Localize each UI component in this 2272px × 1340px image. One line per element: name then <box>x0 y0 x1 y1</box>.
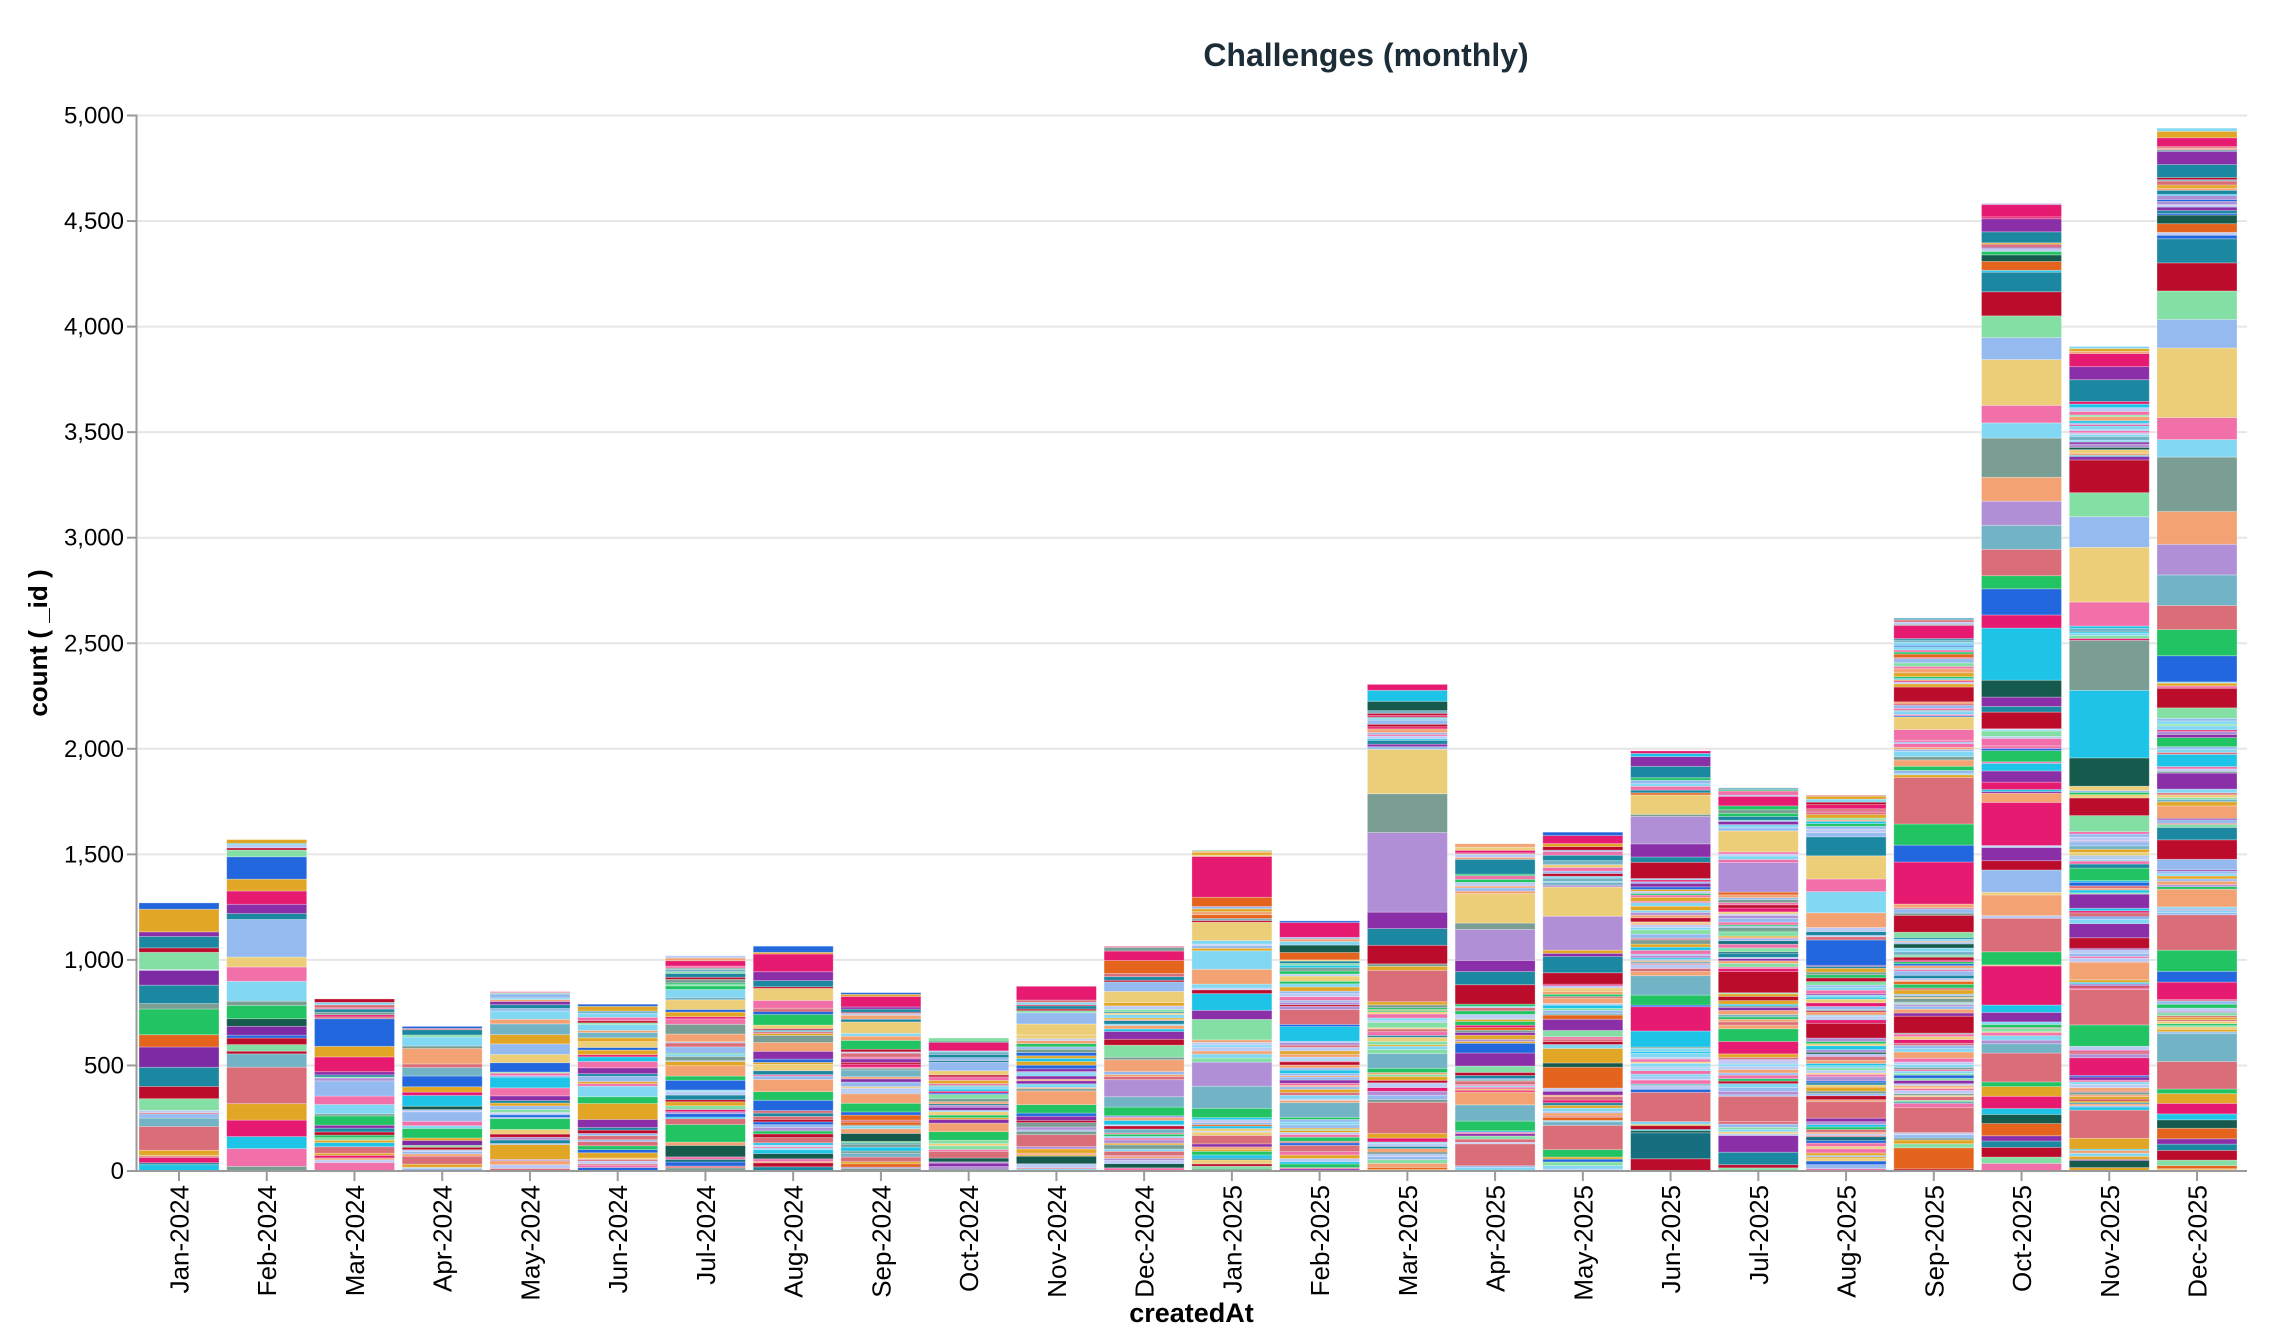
svg-text:Apr-2025: Apr-2025 <box>1481 1185 1511 1292</box>
svg-text:Feb-2024: Feb-2024 <box>252 1185 282 1296</box>
svg-text:4,000: 4,000 <box>64 314 124 341</box>
svg-text:Jul-2024: Jul-2024 <box>691 1185 721 1285</box>
svg-text:Jan-2025: Jan-2025 <box>1217 1185 1247 1293</box>
svg-text:Nov-2025: Nov-2025 <box>2095 1185 2125 1298</box>
svg-text:createdAt: createdAt <box>1129 1298 1254 1328</box>
svg-text:Oct-2024: Oct-2024 <box>954 1185 984 1292</box>
svg-text:Apr-2024: Apr-2024 <box>428 1185 458 1292</box>
svg-text:2,000: 2,000 <box>64 736 124 763</box>
svg-text:Mar-2024: Mar-2024 <box>340 1185 370 1296</box>
svg-text:5,000: 5,000 <box>64 103 124 130</box>
svg-text:Jul-2025: Jul-2025 <box>1744 1185 1774 1285</box>
svg-text:Nov-2024: Nov-2024 <box>1042 1185 1072 1298</box>
svg-text:500: 500 <box>84 1052 124 1079</box>
svg-text:Sep-2025: Sep-2025 <box>1919 1185 1949 1298</box>
svg-text:Jun-2025: Jun-2025 <box>1656 1185 1686 1293</box>
svg-text:May-2025: May-2025 <box>1568 1185 1598 1301</box>
svg-text:3,000: 3,000 <box>64 525 124 552</box>
svg-text:Aug-2025: Aug-2025 <box>1832 1185 1862 1298</box>
svg-text:3,500: 3,500 <box>64 419 124 446</box>
svg-text:Feb-2025: Feb-2025 <box>1305 1185 1335 1296</box>
svg-text:Dec-2025: Dec-2025 <box>2183 1185 2213 1298</box>
svg-text:Oct-2025: Oct-2025 <box>2007 1185 2037 1292</box>
svg-text:4,500: 4,500 <box>64 208 124 235</box>
svg-text:Aug-2024: Aug-2024 <box>779 1185 809 1298</box>
svg-text:2,500: 2,500 <box>64 630 124 657</box>
svg-text:May-2024: May-2024 <box>515 1185 545 1301</box>
svg-text:1,000: 1,000 <box>64 947 124 974</box>
svg-text:0: 0 <box>111 1158 124 1185</box>
svg-text:Mar-2025: Mar-2025 <box>1393 1185 1423 1296</box>
svg-text:Challenges (monthly): Challenges (monthly) <box>1203 37 1528 73</box>
svg-text:Sep-2024: Sep-2024 <box>866 1185 896 1298</box>
svg-text:Dec-2024: Dec-2024 <box>1130 1185 1160 1298</box>
svg-text:1,500: 1,500 <box>64 841 124 868</box>
svg-text:Jan-2024: Jan-2024 <box>165 1185 195 1293</box>
svg-text:count ( _id ): count ( _id ) <box>23 569 53 716</box>
svg-text:Jun-2024: Jun-2024 <box>603 1185 633 1293</box>
